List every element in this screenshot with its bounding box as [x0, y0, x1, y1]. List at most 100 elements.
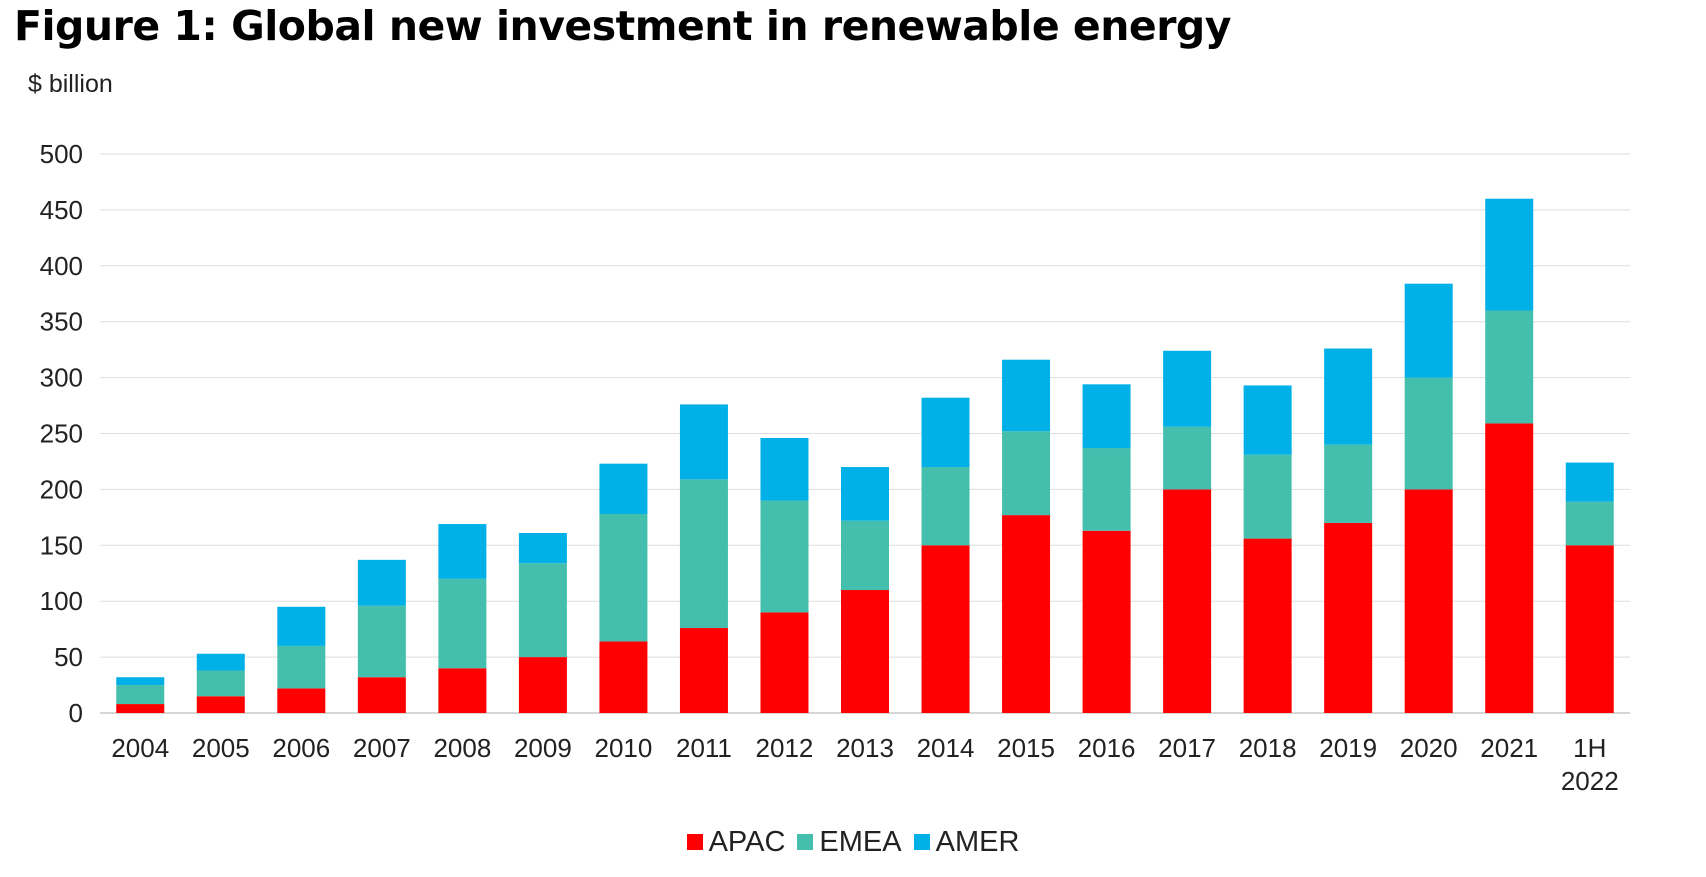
- bar-amer-2017: [1163, 350, 1212, 427]
- bar-apac-2011: [679, 628, 728, 713]
- legend-item-emea: EMEA: [797, 825, 902, 859]
- legend-swatch: [797, 834, 814, 850]
- bar-apac-2008: [438, 668, 487, 713]
- y-tick-label: 450: [40, 195, 83, 225]
- x-axis-ticks: 2004 2005 2006 2007 2008 2009 2010 2011 2012 2013…: [111, 733, 1618, 796]
- bar-apac-2012: [760, 612, 809, 713]
- y-axis-ticks: 0 50 100 150 200 250 300 350 400 450 500: [40, 139, 83, 728]
- bar-emea-2016: [1082, 448, 1131, 531]
- bar-amer-2011: [679, 404, 728, 480]
- bar-amer-2012: [760, 437, 809, 501]
- bar-apac-2020: [1404, 489, 1453, 713]
- x-tick-label: 2020: [1400, 733, 1458, 763]
- x-tick-label: 1H 2022: [1561, 733, 1619, 796]
- legend-label: APAC: [708, 825, 786, 858]
- bar-emea-2008: [438, 578, 487, 669]
- y-tick-label: 400: [40, 251, 83, 281]
- x-tick-label: 2015: [997, 733, 1055, 763]
- x-tick-label: 2010: [594, 733, 652, 763]
- y-tick-label: 300: [40, 363, 83, 393]
- bar-apac-2010: [599, 641, 648, 713]
- legend-label: AMER: [935, 825, 1020, 858]
- bar-apac-2014: [921, 545, 970, 713]
- bars: [116, 198, 1614, 713]
- x-tick-label: 2006: [272, 733, 330, 763]
- y-tick-label: 350: [40, 307, 83, 337]
- legend-label: EMEA: [819, 825, 902, 858]
- bar-amer-2013: [841, 467, 889, 521]
- bar-apac-2013: [841, 590, 889, 713]
- bar-amer-1h-2022: [1565, 462, 1614, 502]
- bar-emea-2005: [196, 670, 245, 697]
- bar-apac-2015: [1002, 515, 1051, 713]
- bar-amer-2009: [518, 533, 567, 564]
- y-tick-label: 200: [40, 474, 83, 504]
- legend: APAC EMEA AMER: [0, 825, 1706, 859]
- x-tick-label: 2021: [1480, 733, 1538, 763]
- bar-apac-2021: [1485, 423, 1534, 713]
- bar-amer-2021: [1485, 198, 1534, 311]
- bar-emea-2018: [1243, 454, 1292, 539]
- bar-apac-2009: [518, 657, 567, 713]
- bar-amer-2005: [196, 653, 245, 671]
- x-tick-label: 2014: [917, 733, 975, 763]
- x-tick-label: 2004: [111, 733, 169, 763]
- y-axis-unit-label: $ billion: [28, 70, 113, 98]
- bar-emea-2007: [357, 605, 406, 678]
- bar-amer-2007: [357, 559, 406, 606]
- legend-swatch: [913, 834, 930, 850]
- bar-amer-2014: [921, 397, 970, 468]
- y-tick-label: 500: [40, 139, 83, 169]
- chart-title: Figure 1: Global new investment in renew…: [14, 2, 1232, 50]
- bar-emea-2014: [921, 467, 970, 546]
- bar-emea-2015: [1002, 431, 1051, 516]
- bar-emea-2017: [1163, 426, 1212, 490]
- bar-amer-2006: [277, 606, 326, 646]
- x-tick-label: 2017: [1158, 733, 1216, 763]
- gridlines: [100, 153, 1630, 714]
- bar-amer-2019: [1324, 348, 1373, 445]
- bar-emea-2004: [116, 685, 165, 705]
- x-tick-label: 2012: [756, 733, 814, 763]
- bar-apac-2005: [196, 696, 245, 713]
- legend-item-apac: APAC: [686, 825, 786, 859]
- y-tick-label: 150: [40, 530, 83, 560]
- bar-amer-2008: [438, 524, 487, 579]
- legend-item-amer: AMER: [913, 825, 1020, 859]
- bar-emea-2011: [679, 479, 728, 629]
- x-tick-label: 2019: [1319, 733, 1377, 763]
- bar-amer-2010: [599, 463, 648, 514]
- y-tick-label: 100: [40, 586, 83, 616]
- bar-emea-2006: [277, 645, 326, 689]
- bar-emea-2020: [1404, 377, 1453, 490]
- bar-apac-2006: [277, 688, 326, 713]
- legend-swatch: [686, 834, 703, 850]
- y-tick-label: 0: [69, 698, 83, 728]
- bar-apac-2019: [1324, 522, 1373, 713]
- bar-apac-1h-2022: [1565, 545, 1614, 713]
- bar-apac-2016: [1082, 530, 1131, 713]
- x-tick-label: 2013: [836, 733, 894, 763]
- bar-emea-2019: [1324, 444, 1373, 523]
- bar-amer-2020: [1404, 283, 1453, 378]
- x-tick-label: 2009: [514, 733, 572, 763]
- y-tick-label: 50: [54, 642, 83, 672]
- bar-emea-2010: [599, 513, 648, 642]
- bar-apac-2017: [1163, 489, 1212, 713]
- bar-emea-2021: [1485, 310, 1534, 424]
- x-tick-label: 2016: [1078, 733, 1136, 763]
- bar-apac-2018: [1243, 538, 1292, 713]
- x-tick-label: 2008: [433, 733, 491, 763]
- bar-amer-2016: [1082, 384, 1131, 449]
- x-tick-label: 2018: [1239, 733, 1297, 763]
- y-tick-label: 250: [40, 419, 83, 449]
- bar-apac-2004: [116, 704, 165, 713]
- x-tick-label: 2007: [353, 733, 411, 763]
- bar-emea-1h-2022: [1565, 501, 1614, 546]
- bar-amer-2015: [1002, 359, 1051, 432]
- bar-amer-2004: [116, 677, 165, 686]
- bar-emea-2012: [760, 500, 809, 613]
- bar-apac-2007: [357, 677, 406, 713]
- x-tick-label: 2011: [676, 733, 732, 763]
- x-tick-label: 2005: [192, 733, 250, 763]
